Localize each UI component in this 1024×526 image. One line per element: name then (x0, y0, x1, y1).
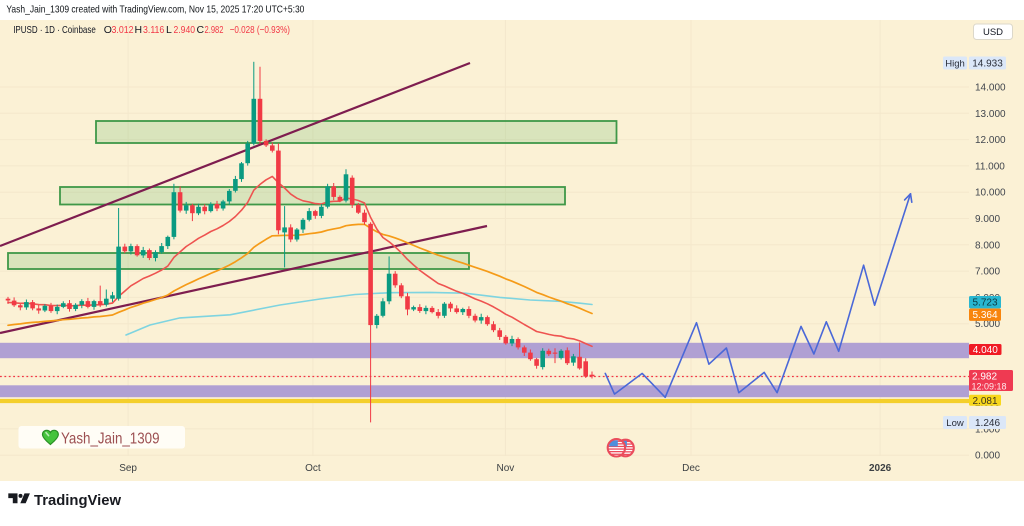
svg-text:High: High (945, 59, 965, 70)
svg-text:C: C (197, 24, 205, 36)
svg-text:3.116: 3.116 (143, 24, 164, 36)
svg-text:Nov: Nov (497, 463, 515, 474)
svg-text:5.364: 5.364 (972, 310, 997, 321)
svg-text:TradingView: TradingView (34, 492, 121, 509)
svg-text:USD: USD (983, 27, 1003, 38)
svg-text:11.000: 11.000 (975, 161, 1005, 172)
svg-text:2026: 2026 (869, 463, 892, 474)
svg-text:Sep: Sep (119, 463, 137, 474)
svg-text:Oct: Oct (305, 463, 321, 474)
svg-text:12:09:18: 12:09:18 (972, 382, 1007, 392)
svg-text:IPUSD · 1D · Coinbase: IPUSD · 1D · Coinbase (13, 24, 96, 36)
svg-text:1.246: 1.246 (975, 418, 1000, 429)
svg-text:2.940: 2.940 (174, 24, 196, 36)
svg-text:12.000: 12.000 (975, 135, 1006, 146)
svg-text:Yash_Jain_1309: Yash_Jain_1309 (61, 431, 160, 448)
svg-text:2.982: 2.982 (972, 372, 997, 383)
svg-text:Dec: Dec (682, 463, 700, 474)
svg-text:14.000: 14.000 (975, 83, 1006, 94)
svg-text:5.723: 5.723 (972, 298, 997, 309)
svg-text:5.000: 5.000 (975, 319, 1000, 330)
svg-text:7.000: 7.000 (975, 267, 1000, 278)
svg-text:3.012: 3.012 (112, 24, 134, 36)
svg-text:8.000: 8.000 (975, 240, 1000, 251)
svg-text:0.000: 0.000 (975, 451, 1000, 462)
svg-text:4.040: 4.040 (973, 345, 998, 356)
svg-text:L: L (166, 24, 172, 36)
svg-text:9.000: 9.000 (975, 214, 1000, 225)
svg-text:H: H (135, 24, 143, 36)
svg-text:−0.028 (−0.93%): −0.028 (−0.93%) (230, 24, 290, 36)
svg-text:10.000: 10.000 (975, 188, 1006, 199)
svg-text:14.933: 14.933 (972, 59, 1003, 70)
svg-text:13.000: 13.000 (975, 109, 1006, 120)
svg-text:2.081: 2.081 (972, 396, 997, 407)
svg-text:Low: Low (946, 418, 964, 429)
svg-text:Yash_Jain_1309 created with Tr: Yash_Jain_1309 created with TradingView.… (6, 4, 304, 16)
svg-text:1.000: 1.000 (975, 424, 1000, 435)
svg-text:2.982: 2.982 (205, 24, 224, 36)
svg-text:O: O (104, 24, 112, 36)
